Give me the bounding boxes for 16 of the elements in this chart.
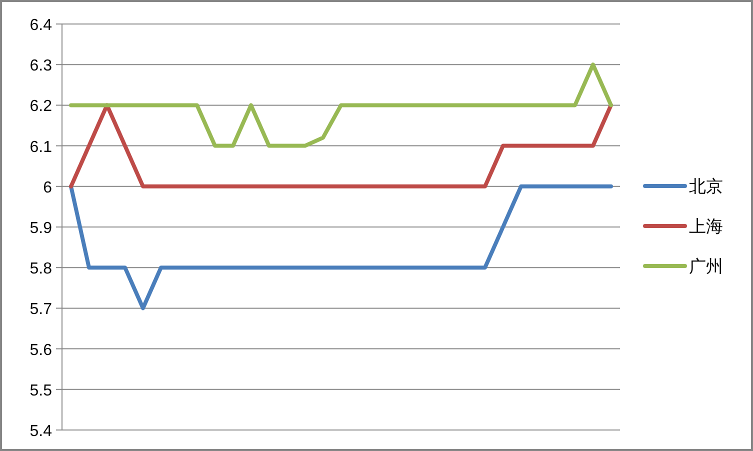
y-tick-label: 6.1 — [30, 138, 52, 156]
y-tick-label: 5.4 — [30, 423, 52, 440]
y-tick-label: 6.3 — [30, 58, 52, 75]
legend-label: 广州 — [689, 257, 723, 277]
y-tick-label: 6 — [43, 179, 52, 196]
y-tick-label: 5.8 — [30, 260, 52, 278]
line-series — [69, 184, 613, 310]
line-series — [69, 62, 613, 148]
y-tick-label: 5.5 — [30, 382, 52, 400]
y-tick-label: 5.7 — [30, 301, 52, 318]
y-tick-label: 6.2 — [30, 98, 52, 116]
y-tick-label: 6.4 — [30, 17, 52, 34]
y-tick-label: 5.6 — [30, 342, 52, 359]
legend-label: 北京 — [689, 177, 723, 197]
y-tick-label: 5.9 — [30, 220, 52, 237]
legend-label: 上海 — [689, 217, 723, 237]
